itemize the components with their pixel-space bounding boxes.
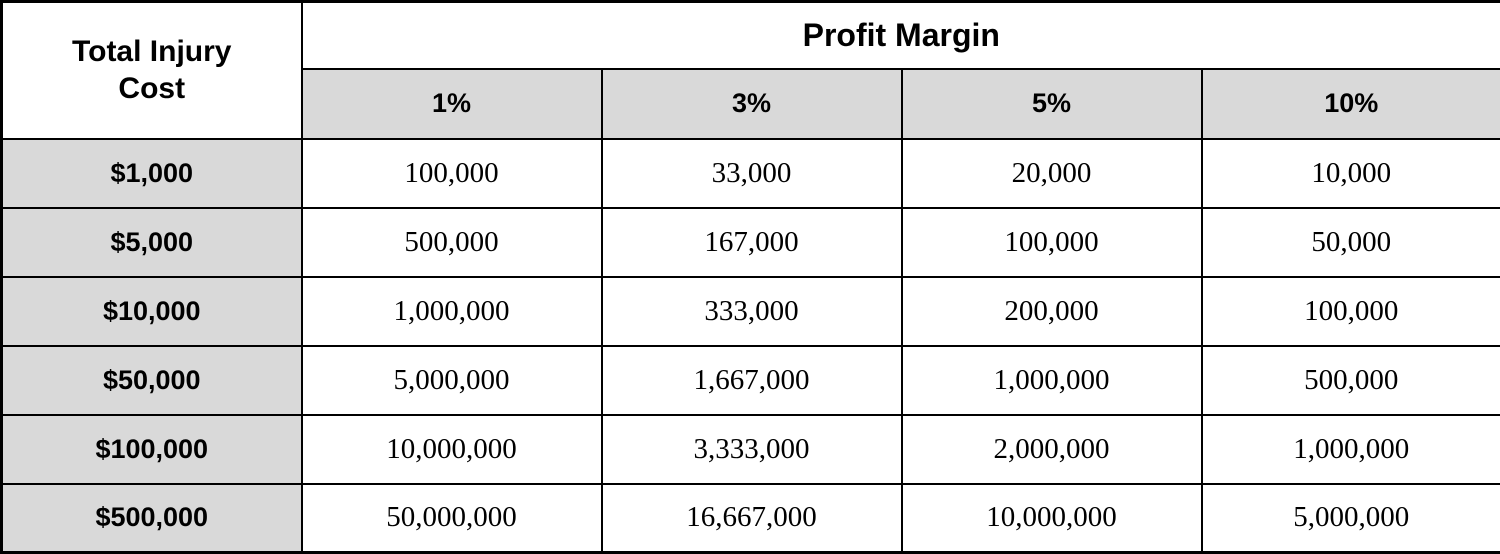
row-label: $100,000: [2, 415, 302, 484]
group-header-row: Total Injury Cost Profit Margin: [2, 2, 1500, 69]
table-cell: 100,000: [302, 139, 602, 208]
table-row: $50,000 5,000,000 1,667,000 1,000,000 50…: [2, 346, 1500, 415]
corner-header-total-injury-cost: Total Injury Cost: [2, 2, 302, 139]
column-header-5pct: 5%: [902, 69, 1202, 139]
table-cell: 167,000: [602, 208, 902, 277]
table-row: $5,000 500,000 167,000 100,000 50,000: [2, 208, 1500, 277]
table-cell: 1,000,000: [902, 346, 1202, 415]
table-cell: 50,000: [1202, 208, 1500, 277]
table-cell: 10,000,000: [302, 415, 602, 484]
column-header-3pct: 3%: [602, 69, 902, 139]
table-cell: 5,000,000: [1202, 484, 1500, 553]
table-cell: 5,000,000: [302, 346, 602, 415]
table-row: $1,000 100,000 33,000 20,000 10,000: [2, 139, 1500, 208]
column-header-1pct: 1%: [302, 69, 602, 139]
table-row: $500,000 50,000,000 16,667,000 10,000,00…: [2, 484, 1500, 553]
table-cell: 33,000: [602, 139, 902, 208]
table-cell: 10,000: [1202, 139, 1500, 208]
group-header-profit-margin: Profit Margin: [302, 2, 1500, 69]
row-label: $5,000: [2, 208, 302, 277]
table-cell: 100,000: [1202, 277, 1500, 346]
row-label: $50,000: [2, 346, 302, 415]
column-header-10pct: 10%: [1202, 69, 1500, 139]
table-cell: 200,000: [902, 277, 1202, 346]
table-cell: 16,667,000: [602, 484, 902, 553]
table-cell: 1,000,000: [1202, 415, 1500, 484]
row-label: $500,000: [2, 484, 302, 553]
row-label: $10,000: [2, 277, 302, 346]
table-cell: 500,000: [1202, 346, 1500, 415]
table-cell: 500,000: [302, 208, 602, 277]
table-row: $10,000 1,000,000 333,000 200,000 100,00…: [2, 277, 1500, 346]
table-cell: 20,000: [902, 139, 1202, 208]
row-label: $1,000: [2, 139, 302, 208]
table-cell: 2,000,000: [902, 415, 1202, 484]
table-cell: 333,000: [602, 277, 902, 346]
table-cell: 3,333,000: [602, 415, 902, 484]
table-cell: 1,000,000: [302, 277, 602, 346]
table-row: $100,000 10,000,000 3,333,000 2,000,000 …: [2, 415, 1500, 484]
table-cell: 50,000,000: [302, 484, 602, 553]
table-cell: 10,000,000: [902, 484, 1202, 553]
table-cell: 1,667,000: [602, 346, 902, 415]
table-cell: 100,000: [902, 208, 1202, 277]
